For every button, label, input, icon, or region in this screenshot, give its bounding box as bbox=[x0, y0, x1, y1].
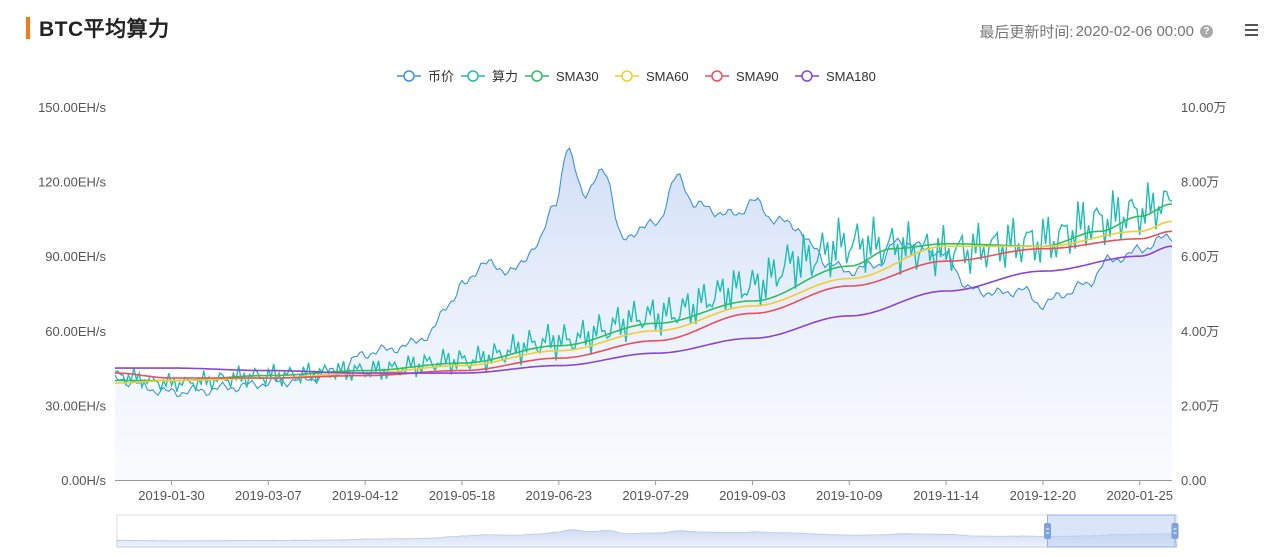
y-right-tick-label: 6.00万 bbox=[1181, 249, 1219, 264]
y-left-tick-label: 30.00EH/s bbox=[45, 398, 106, 413]
y-left-tick-label: 120.00EH/s bbox=[38, 175, 106, 190]
x-tick-label: 2019-11-14 bbox=[913, 488, 979, 503]
chart-axes: 2019-01-30 2019-03-07 2019-04-12 2019-05-18… bbox=[38, 100, 1226, 503]
chart-title-bar: BTC平均算力 bbox=[26, 14, 170, 42]
hamburger-menu-icon[interactable] bbox=[1245, 24, 1258, 36]
series-line-sma30 bbox=[115, 203, 1173, 382]
legend-label: SMA90 bbox=[736, 69, 779, 84]
legend-label: SMA60 bbox=[646, 69, 689, 84]
legend-marker bbox=[467, 70, 479, 82]
series-line-sma180 bbox=[115, 245, 1173, 374]
slider-selected-range bbox=[1047, 514, 1176, 548]
data-zoom-slider[interactable] bbox=[116, 514, 1179, 548]
legend-label: SMA180 bbox=[826, 69, 876, 84]
last-updated-label: 最后更新时间: bbox=[979, 24, 1074, 41]
y-left-tick-label: 60.00EH/s bbox=[45, 324, 106, 339]
chart-legend: 币价 算力 SMA30 SMA60 SMA90 SMA180 bbox=[397, 69, 876, 84]
x-tick-label: 2019-09-03 bbox=[719, 488, 786, 503]
price-line bbox=[114, 147, 1173, 397]
y-right-tick-label: 8.00万 bbox=[1181, 175, 1219, 190]
y-right-tick-label: 4.00万 bbox=[1181, 324, 1219, 339]
x-tick-label: 2019-07-29 bbox=[622, 488, 689, 503]
x-tick-label: 2019-06-23 bbox=[526, 488, 593, 503]
legend-marker bbox=[801, 70, 813, 82]
legend-item[interactable]: SMA60 bbox=[615, 69, 689, 84]
slider-preview bbox=[116, 529, 1178, 548]
last-updated: 最后更新时间: 2020-02-06 00:00 ? bbox=[979, 21, 1213, 42]
legend-label: 算力 bbox=[492, 69, 518, 84]
legend-item[interactable]: SMA30 bbox=[525, 69, 599, 84]
price-area bbox=[115, 148, 1172, 480]
x-tick-label: 2019-01-30 bbox=[138, 488, 205, 503]
chart-title: BTC平均算力 bbox=[39, 18, 170, 41]
legend-label: 币价 bbox=[428, 69, 454, 84]
legend-item[interactable]: SMA90 bbox=[705, 69, 779, 84]
x-tick-label: 2019-10-09 bbox=[816, 488, 883, 503]
legend-marker bbox=[531, 70, 543, 82]
x-tick-label: 2019-03-07 bbox=[235, 488, 302, 503]
y-right-tick-label: 2.00万 bbox=[1181, 398, 1219, 413]
question-circle-icon[interactable]: ? bbox=[1200, 25, 1213, 38]
y-right-tick-label: 0.00 bbox=[1181, 473, 1206, 488]
slider-handle-left[interactable] bbox=[1044, 523, 1052, 539]
x-tick-label: 2020-01-25 bbox=[1106, 488, 1173, 503]
y-left-tick-label: 0.00H/s bbox=[61, 473, 106, 488]
x-tick-label: 2019-04-12 bbox=[332, 488, 399, 503]
legend-item[interactable]: 算力 bbox=[461, 69, 518, 84]
last-updated-time: 2020-02-06 00:00 bbox=[1075, 23, 1194, 40]
slider-handle-right[interactable] bbox=[1171, 523, 1179, 539]
legend-item[interactable]: 币价 bbox=[397, 69, 454, 84]
x-tick-label: 2019-05-18 bbox=[429, 488, 496, 503]
series-line-算力 bbox=[114, 182, 1173, 393]
y-left-tick-label: 150.00EH/s bbox=[38, 100, 106, 115]
title-accent-bar bbox=[26, 17, 30, 39]
legend-item[interactable]: SMA180 bbox=[795, 69, 876, 84]
series-line-sma90 bbox=[115, 230, 1173, 379]
legend-marker bbox=[403, 70, 415, 82]
plot-area bbox=[114, 147, 1173, 480]
legend-label: SMA30 bbox=[556, 69, 599, 84]
y-right-tick-label: 10.00万 bbox=[1181, 100, 1227, 115]
legend-marker bbox=[621, 70, 633, 82]
y-left-tick-label: 90.00EH/s bbox=[45, 249, 106, 264]
x-tick-label: 2019-12-20 bbox=[1010, 488, 1077, 503]
legend-marker bbox=[711, 70, 723, 82]
